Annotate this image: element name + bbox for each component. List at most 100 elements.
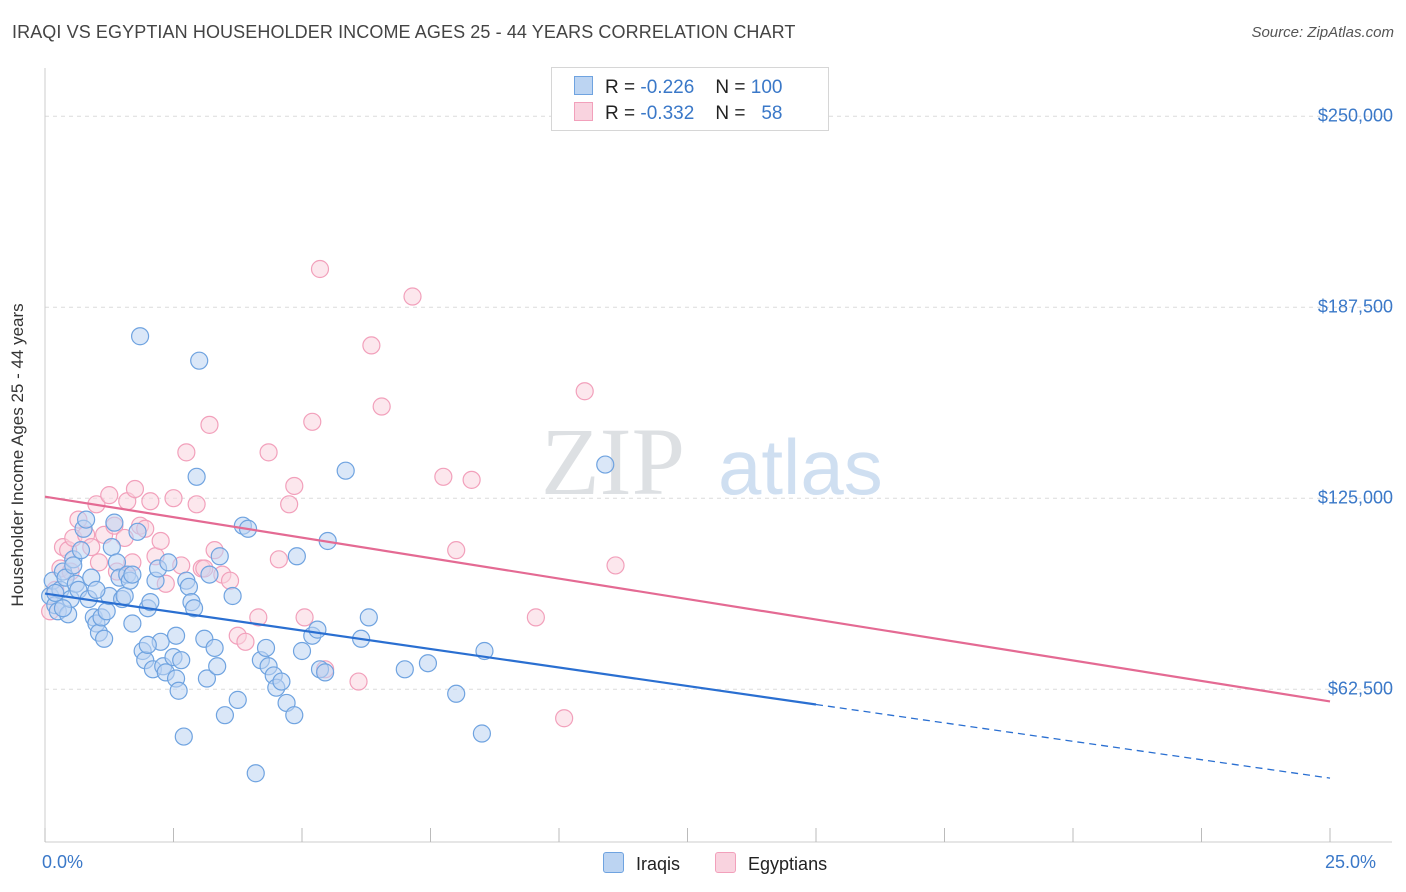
iraqis-point xyxy=(395,660,414,679)
iraqis-point xyxy=(246,764,265,783)
iraqis-point xyxy=(87,580,106,599)
egyptians-point xyxy=(200,415,219,434)
egyptians-point xyxy=(259,443,278,462)
egyptians-point xyxy=(164,489,183,508)
iraqis-point xyxy=(418,654,438,673)
legend-label-iraqis: Iraqis xyxy=(636,854,681,874)
r-label: R = xyxy=(605,77,636,98)
iraqis-point xyxy=(97,602,116,621)
iraqis-point xyxy=(210,547,229,566)
watermark-atlas: atlas xyxy=(718,423,883,511)
stats-legend: R = -0.226 N = 100 R = -0.332 N = 58 xyxy=(551,67,829,131)
egyptians-point xyxy=(462,470,481,489)
iraqis-point xyxy=(159,553,178,572)
egyptians-swatch xyxy=(574,102,593,121)
egyptians-point xyxy=(555,709,574,728)
iraqis-point xyxy=(115,586,134,606)
egyptians-point xyxy=(236,632,255,651)
iraqis-point xyxy=(123,614,142,633)
x-tick-max: 25.0% xyxy=(1325,852,1377,872)
y-tick-label: $250,000 xyxy=(1317,105,1393,126)
iraqis-point xyxy=(95,629,114,648)
iraqis-point xyxy=(123,565,142,584)
egyptians-legend-swatch xyxy=(715,852,737,873)
egyptians-point xyxy=(100,486,119,505)
iraqis-point xyxy=(205,638,224,658)
r-value: -0.332 xyxy=(640,103,695,124)
egyptians-point xyxy=(575,382,594,401)
egyptians-point xyxy=(362,336,381,355)
legend-item-iraqis[interactable]: Iraqis xyxy=(603,852,680,875)
iraqis-point xyxy=(53,599,73,618)
x-tick-min: 0.0% xyxy=(42,852,84,872)
iraqis-point xyxy=(184,599,204,618)
egyptians-point xyxy=(141,492,160,511)
axes xyxy=(44,68,1392,843)
y-axis-label: Householder Income Ages 25 - 44 years xyxy=(8,303,27,607)
r-value: -0.226 xyxy=(640,77,695,98)
iraqis-point xyxy=(141,593,160,612)
egyptians-point xyxy=(526,608,545,627)
egyptians-point xyxy=(349,672,368,691)
iraqis-point xyxy=(64,556,83,575)
series-legend: Iraqis Egyptians xyxy=(603,852,857,875)
chart-title: IRAQI VS EGYPTIAN HOUSEHOLDER INCOME AGE… xyxy=(12,22,796,42)
iraqis-point xyxy=(287,547,306,566)
egyptians-point xyxy=(403,287,422,306)
iraqis-point xyxy=(308,620,327,639)
y-tick-label: $62,500 xyxy=(1327,678,1393,699)
iraqis-legend-swatch xyxy=(603,852,624,873)
egyptians-point xyxy=(303,412,322,431)
stats-row-egyptians: R = -0.332 N = 58 xyxy=(574,102,782,128)
iraqis-swatch xyxy=(574,76,593,95)
iraqis-point xyxy=(138,635,157,654)
n-value: 100 xyxy=(750,77,783,98)
iraqis-points xyxy=(41,327,615,783)
trend-lines xyxy=(44,495,1331,779)
iraqis-point xyxy=(128,522,147,541)
iraqis-point xyxy=(223,586,242,606)
egyptians-trend-line xyxy=(44,495,1331,703)
iraqis-point xyxy=(285,706,304,725)
iraqis-point xyxy=(71,541,91,560)
n-label: N = xyxy=(715,77,746,98)
n-value: 58 xyxy=(761,103,783,124)
legend-item-egyptians[interactable]: Egyptians xyxy=(715,852,827,875)
r-label: R = xyxy=(605,103,636,124)
egyptians-point xyxy=(89,553,109,572)
egyptians-point xyxy=(125,479,145,499)
iraqis-point xyxy=(472,724,491,743)
iraqis-point xyxy=(272,672,291,691)
iraqis-point xyxy=(228,690,247,709)
stats-row-iraqis: R = -0.226 N = 100 xyxy=(574,76,782,102)
iraqis-point xyxy=(208,657,227,676)
egyptians-point xyxy=(220,571,240,590)
iraqis-point xyxy=(256,638,276,658)
egyptians-points xyxy=(41,259,625,728)
egyptians-point xyxy=(280,495,299,514)
egyptians-point xyxy=(372,397,391,416)
iraqis-point xyxy=(46,583,65,603)
iraqis-point xyxy=(197,669,217,688)
source-label: Source: ZipAtlas.com xyxy=(1251,24,1394,41)
iraqis-trend-extension xyxy=(815,703,1331,779)
egyptians-point xyxy=(285,476,304,496)
egyptians-point xyxy=(606,556,625,575)
iraqis-point xyxy=(166,626,186,645)
iraqis-point xyxy=(190,351,209,370)
egyptians-point xyxy=(249,608,268,627)
egyptians-point xyxy=(447,541,466,560)
iraqis-trend-line xyxy=(44,592,817,706)
iraqis-point xyxy=(105,513,124,532)
legend-label-egyptians: Egyptians xyxy=(748,854,828,874)
iraqis-point xyxy=(172,651,191,670)
iraqis-point xyxy=(187,467,206,486)
iraqis-point xyxy=(316,663,335,682)
iraqis-point xyxy=(179,577,199,596)
egyptians-point xyxy=(151,531,170,551)
y-tick-label: $187,500 xyxy=(1317,296,1393,317)
n-label: N = xyxy=(715,103,746,124)
iraqis-point xyxy=(336,461,355,480)
iraqis-point xyxy=(169,681,188,700)
egyptians-point xyxy=(434,467,453,486)
